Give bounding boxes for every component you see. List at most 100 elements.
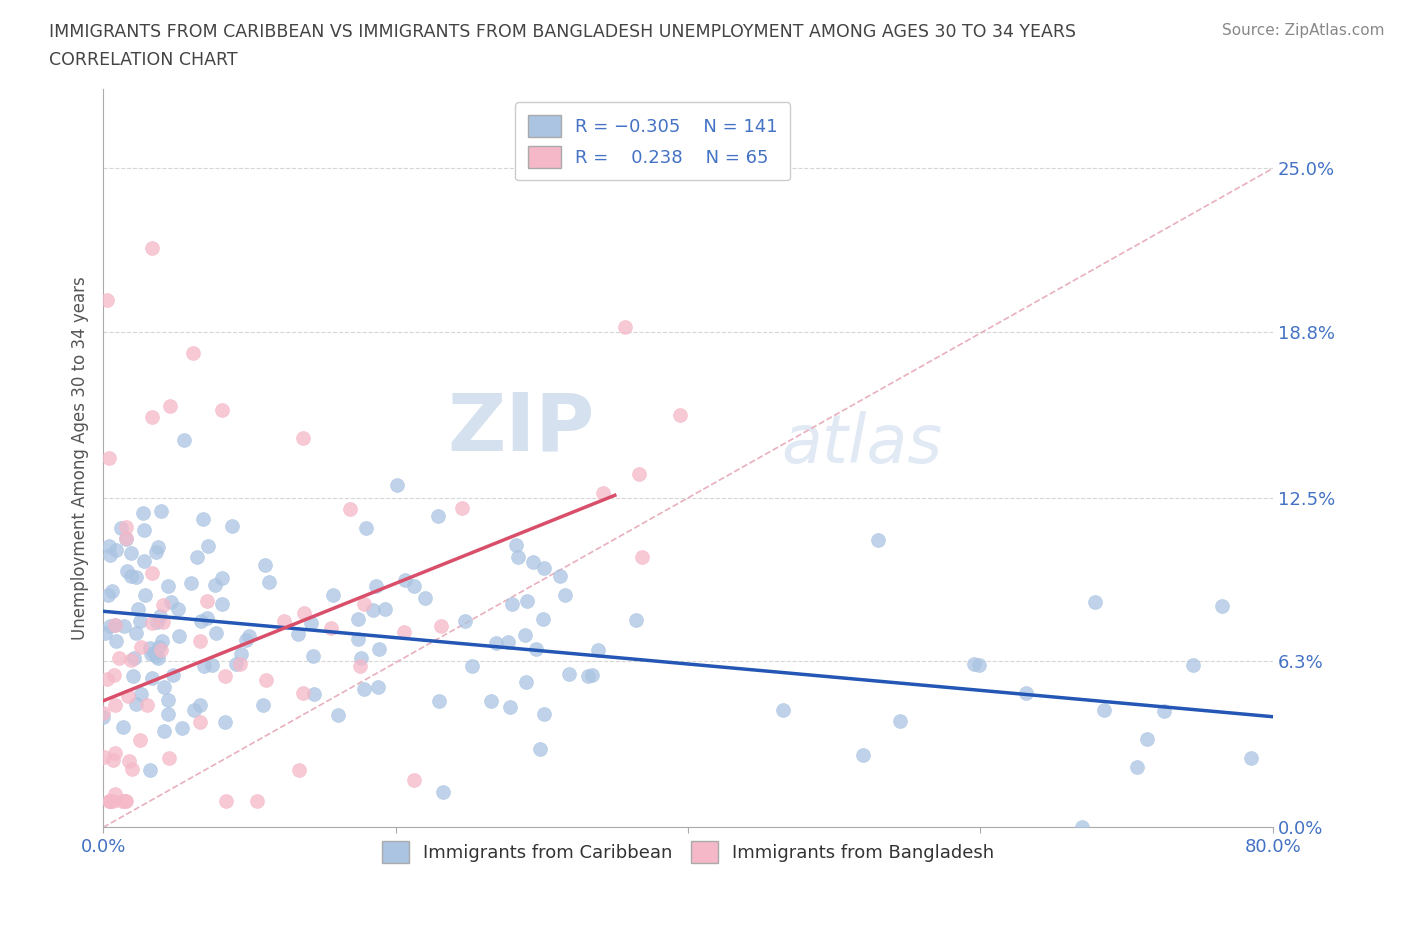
Point — [146, 615, 169, 630]
Point — [112, 720, 135, 735]
Point — [292, 606, 315, 621]
Point — [413, 591, 436, 605]
Point — [159, 398, 181, 413]
Point — [122, 668, 145, 683]
Point — [170, 721, 193, 736]
Point — [195, 594, 218, 609]
Legend: Immigrants from Caribbean, Immigrants from Bangladesh: Immigrants from Caribbean, Immigrants fr… — [374, 833, 1001, 870]
Point — [200, 658, 222, 672]
Point — [188, 698, 211, 712]
Point — [967, 658, 990, 672]
Point — [299, 616, 322, 631]
Point — [100, 584, 122, 599]
Point — [136, 698, 159, 713]
Point — [229, 657, 252, 671]
Point — [104, 634, 127, 649]
Point — [115, 564, 138, 578]
Point — [141, 671, 163, 685]
Point — [533, 560, 555, 575]
Point — [479, 694, 502, 709]
Point — [97, 793, 120, 808]
Point — [889, 714, 911, 729]
Point — [302, 649, 325, 664]
Point — [253, 557, 276, 572]
Point — [188, 714, 211, 729]
Point — [157, 579, 180, 594]
Point — [385, 478, 408, 493]
Point — [96, 671, 118, 686]
Point — [211, 570, 233, 585]
Point — [180, 576, 202, 591]
Point — [529, 742, 551, 757]
Point — [1136, 731, 1159, 746]
Point — [368, 642, 391, 657]
Point — [141, 240, 163, 255]
Point — [404, 773, 426, 788]
Point — [188, 633, 211, 648]
Point — [1083, 595, 1105, 610]
Point — [1211, 598, 1233, 613]
Point — [235, 632, 257, 647]
Point — [157, 706, 180, 721]
Point — [141, 615, 163, 630]
Point — [361, 603, 384, 618]
Point — [531, 611, 554, 626]
Point — [533, 707, 555, 722]
Point — [586, 643, 609, 658]
Point — [148, 640, 170, 655]
Point — [432, 784, 454, 799]
Point — [118, 753, 141, 768]
Point — [1153, 703, 1175, 718]
Point — [430, 618, 453, 633]
Point — [129, 640, 152, 655]
Point — [581, 667, 603, 682]
Point — [104, 618, 127, 632]
Point — [526, 642, 548, 657]
Point — [94, 625, 117, 640]
Point — [146, 539, 169, 554]
Point — [322, 588, 344, 603]
Point — [292, 431, 315, 445]
Point — [349, 650, 371, 665]
Point — [501, 597, 523, 612]
Point — [108, 651, 131, 666]
Point — [496, 634, 519, 649]
Point — [141, 410, 163, 425]
Text: CORRELATION CHART: CORRELATION CHART — [49, 51, 238, 69]
Point — [246, 793, 269, 808]
Point — [484, 636, 506, 651]
Point — [129, 614, 152, 629]
Point — [120, 545, 142, 560]
Point — [96, 293, 118, 308]
Point — [150, 634, 173, 649]
Point — [121, 652, 143, 667]
Point — [866, 533, 889, 548]
Point — [139, 640, 162, 655]
Point — [93, 750, 115, 764]
Point — [238, 629, 260, 644]
Point — [145, 649, 167, 664]
Text: IMMIGRANTS FROM CARIBBEAN VS IMMIGRANTS FROM BANGLADESH UNEMPLOYMENT AMONG AGES : IMMIGRANTS FROM CARIBBEAN VS IMMIGRANTS … — [49, 23, 1076, 41]
Point — [450, 501, 472, 516]
Point — [197, 538, 219, 553]
Point — [515, 628, 537, 643]
Point — [254, 673, 277, 688]
Point — [214, 669, 236, 684]
Point — [302, 686, 325, 701]
Point — [364, 578, 387, 593]
Point — [205, 626, 228, 641]
Point — [1070, 820, 1092, 835]
Point — [98, 539, 121, 554]
Point — [157, 751, 180, 766]
Point — [132, 523, 155, 538]
Point — [211, 597, 233, 612]
Point — [117, 688, 139, 703]
Point — [104, 698, 127, 712]
Point — [98, 793, 121, 808]
Point — [110, 521, 132, 536]
Point — [139, 763, 162, 777]
Point — [150, 503, 173, 518]
Point — [186, 550, 208, 565]
Point — [347, 631, 370, 646]
Point — [394, 573, 416, 588]
